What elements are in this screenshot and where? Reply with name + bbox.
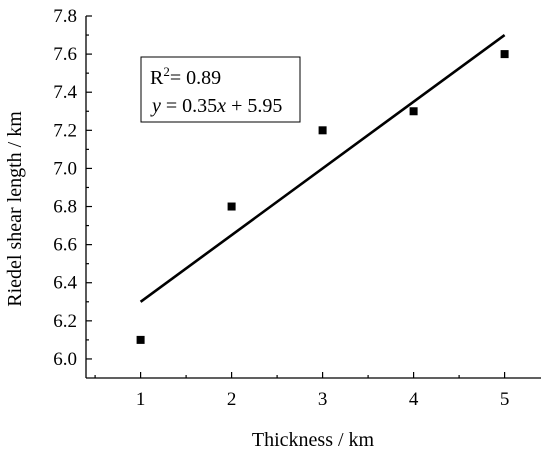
- data-point: [136, 335, 145, 344]
- legend-r2-prefix: R: [150, 67, 164, 89]
- legend-eq-end: + 5.95: [226, 95, 282, 117]
- data-points: [136, 50, 509, 344]
- y-tick-label: 6.6: [53, 235, 77, 256]
- x-axis-title: Thickness / km: [252, 429, 375, 451]
- x-tick-label: 2: [227, 389, 237, 410]
- data-point: [409, 107, 418, 116]
- data-point: [500, 50, 509, 59]
- ticks: 1 2 3 4 5 6.0 6.2 6.4 6.6 6.8 7.0 7.2 7.4 7.6 7.8: [53, 6, 509, 410]
- legend-eq-x: x: [216, 95, 226, 117]
- x-tick-label: 5: [500, 389, 510, 410]
- y-tick-label: 7.2: [53, 120, 77, 141]
- legend-r2-sup: 2: [163, 64, 170, 79]
- legend-eq-y: y: [150, 95, 161, 117]
- legend-box: R2= 0.89 y = 0.35x + 5.95: [140, 56, 301, 123]
- fit-line: [139, 34, 506, 303]
- y-tick-label: 6.0: [53, 349, 77, 370]
- legend-r2-value: = 0.89: [170, 67, 221, 89]
- y-tick-label: 7.0: [53, 158, 77, 179]
- legend-r2: R2= 0.89: [150, 64, 221, 89]
- y-tick-label: 6.4: [53, 273, 77, 294]
- y-tick-label: 7.8: [53, 6, 77, 27]
- x-tick-label: 3: [318, 389, 328, 410]
- data-point: [318, 126, 327, 135]
- legend-frame: [140, 56, 301, 123]
- y-tick-label: 6.2: [53, 311, 77, 332]
- fit-line-group: [139, 34, 506, 303]
- legend-eq-mid: = 0.35: [161, 95, 217, 117]
- legend-equation: y = 0.35x + 5.95: [150, 95, 282, 117]
- y-tick-label: 7.4: [53, 82, 77, 103]
- x-tick-label: 4: [409, 389, 419, 410]
- y-tick-label: 6.8: [53, 197, 77, 218]
- x-tick-label: 1: [136, 389, 146, 410]
- data-point: [227, 202, 236, 211]
- y-tick-label: 7.6: [53, 44, 77, 65]
- y-axis-title: Riedel shear length / km: [4, 111, 26, 307]
- axes: [85, 16, 541, 379]
